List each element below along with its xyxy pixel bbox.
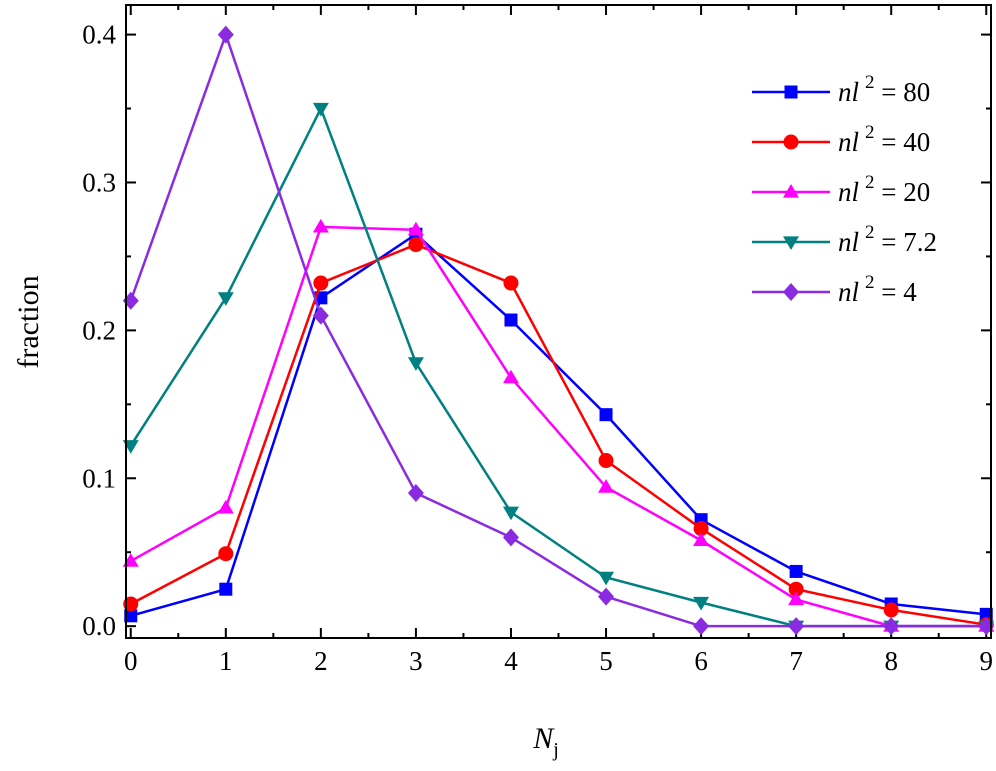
legend-marker	[783, 184, 799, 198]
data-point	[788, 617, 805, 636]
data-point	[789, 564, 803, 578]
data-point	[312, 102, 329, 117]
series-layer	[122, 25, 995, 636]
data-point	[788, 591, 805, 606]
data-point	[693, 617, 710, 636]
x-tick-label: 6	[694, 646, 708, 676]
data-point	[218, 546, 234, 562]
data-point	[502, 369, 519, 384]
data-point	[693, 521, 709, 537]
legend-marker	[783, 236, 799, 250]
legend-marker	[783, 134, 799, 150]
data-point	[408, 237, 424, 253]
data-point	[407, 357, 424, 371]
data-point	[979, 607, 993, 621]
y-tick-label: 0.3	[82, 167, 116, 197]
legend-entry: nl 2 = 7.2	[752, 222, 937, 257]
series-line	[130, 243, 987, 626]
data-point	[124, 609, 138, 623]
series-3	[122, 218, 995, 632]
legend: nl 2 = 80 nl 2 = 40 nl 2 = 20 nl 2 = 7.2 nl 2 = 4	[752, 72, 937, 307]
data-point	[693, 596, 710, 611]
y-axis-label: fraction	[12, 275, 45, 368]
data-point	[217, 25, 234, 44]
data-point	[312, 306, 329, 325]
data-point	[217, 499, 234, 514]
data-point	[313, 275, 329, 291]
legend-label: nl 2 = 7.2	[838, 222, 937, 257]
y-tick-label: 0.0	[82, 611, 116, 641]
legend-entry: nl 2 = 40	[752, 122, 930, 157]
data-point	[217, 292, 234, 306]
data-point	[598, 453, 614, 469]
legend-marker	[783, 283, 799, 301]
x-tick-label: 2	[314, 646, 328, 676]
series-line	[129, 30, 987, 628]
x-axis-label-subscript: j	[552, 739, 559, 761]
data-point	[504, 313, 518, 327]
legend-entry: nl 2 = 20	[752, 172, 930, 207]
y-tick-label: 0.4	[82, 20, 116, 50]
series-5	[122, 25, 995, 636]
data-point	[407, 221, 424, 236]
plot-frame	[125, 4, 992, 639]
legend-entry: nl 2 = 4	[752, 272, 917, 307]
data-point	[502, 506, 519, 521]
x-tick-label: 0	[124, 646, 138, 676]
legend-label: nl 2 = 40	[838, 122, 930, 157]
data-point	[219, 582, 233, 596]
data-point	[123, 596, 139, 612]
x-tick-label: 4	[504, 646, 518, 676]
legend-label: nl 2 = 80	[838, 72, 930, 107]
legend-label: nl 2 = 20	[838, 172, 930, 207]
data-point	[883, 617, 900, 636]
legend-marker	[784, 85, 798, 99]
data-point	[312, 218, 329, 233]
series-2	[123, 237, 994, 633]
legend-label: nl 2 = 4	[838, 272, 917, 307]
x-tick-label: 5	[599, 646, 613, 676]
data-point	[598, 587, 615, 606]
x-tick-label: 7	[789, 646, 803, 676]
x-axis-label-main: N	[532, 722, 555, 755]
data-point	[503, 275, 519, 291]
legend-entry: nl 2 = 80	[752, 72, 930, 107]
series-line	[130, 232, 987, 618]
x-tick-label: 8	[884, 646, 898, 676]
y-tick-label: 0.2	[82, 315, 116, 345]
data-point	[598, 571, 615, 586]
data-point	[599, 408, 613, 422]
x-tick-label: 3	[409, 646, 423, 676]
data-point	[788, 581, 804, 597]
data-point	[502, 528, 519, 547]
data-point	[883, 602, 899, 618]
data-point	[598, 479, 615, 493]
data-point	[693, 532, 710, 546]
x-tick-label: 9	[979, 646, 993, 676]
y-tick-label: 0.1	[82, 463, 116, 493]
data-point	[407, 484, 424, 503]
series-line	[130, 225, 987, 628]
x-tick-label: 1	[219, 646, 233, 676]
x-axis-label: Nj	[532, 722, 559, 761]
axis-ticks: 0 1 2 3 4 5 6 7 8 9 0.0 0.1 0.2 0.3 0.4	[82, 5, 993, 676]
